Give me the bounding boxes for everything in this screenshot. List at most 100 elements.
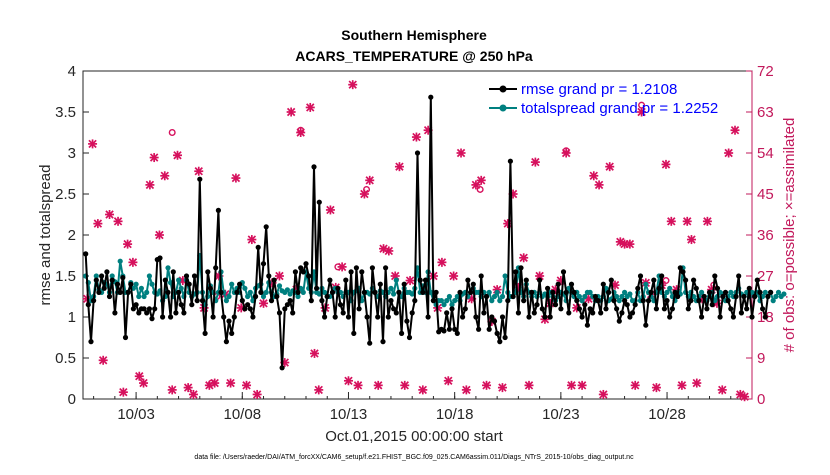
assimilated-obs-marker bbox=[160, 171, 170, 181]
rmse-point bbox=[284, 302, 290, 308]
rmse-point bbox=[178, 302, 184, 308]
totalspread-point bbox=[770, 298, 776, 304]
rmse-point bbox=[99, 273, 105, 279]
rmse-point bbox=[316, 199, 322, 205]
totalspread-point bbox=[284, 287, 290, 293]
assimilated-obs-marker bbox=[411, 132, 421, 142]
rmse-point bbox=[648, 289, 654, 295]
y-right-tick-label: 72 bbox=[757, 63, 774, 80]
totalspread-point bbox=[93, 273, 99, 279]
totalspread-point bbox=[300, 289, 306, 295]
assimilated-obs-marker bbox=[437, 257, 447, 267]
assimilated-obs-marker bbox=[118, 387, 128, 397]
rmse-point bbox=[141, 306, 147, 312]
totalspread-point bbox=[454, 293, 460, 300]
rmse-point bbox=[720, 293, 726, 300]
rmse-point bbox=[542, 314, 548, 320]
rmse-point bbox=[353, 265, 359, 271]
y-right-tick-label: 54 bbox=[757, 145, 774, 162]
chart-title-line2: ACARS_TEMPERATURE @ 250 hPa bbox=[295, 48, 533, 64]
rmse-point bbox=[491, 318, 498, 324]
rmse-point bbox=[494, 330, 500, 336]
rmse-point bbox=[656, 285, 662, 291]
y-right-tick-label: 9 bbox=[757, 350, 765, 367]
rmse-point bbox=[231, 314, 237, 320]
rmse-point bbox=[213, 265, 219, 271]
totalspread-point bbox=[614, 293, 620, 300]
rmse-point bbox=[457, 289, 463, 295]
totalspread-point bbox=[643, 281, 649, 287]
rmse-point bbox=[85, 302, 91, 308]
rmse-point bbox=[568, 281, 575, 287]
rmse-point bbox=[263, 224, 269, 230]
rmse-point bbox=[112, 310, 118, 316]
rmse-point bbox=[250, 314, 256, 320]
rmse-point bbox=[117, 289, 123, 295]
rmse-point bbox=[367, 340, 373, 346]
x-tick-label: 10/03 bbox=[117, 406, 155, 423]
rmse-point bbox=[659, 273, 665, 279]
y-axis-left-label: rmse and totalspread bbox=[37, 165, 54, 306]
rmse-point bbox=[404, 318, 410, 324]
rmse-point bbox=[266, 273, 272, 279]
rmse-point bbox=[425, 314, 431, 320]
assimilated-obs-marker bbox=[519, 253, 529, 263]
rmse-point bbox=[351, 330, 357, 336]
rmse-point bbox=[276, 310, 283, 316]
rmse-point bbox=[199, 298, 206, 304]
rmse-point bbox=[699, 314, 705, 320]
rmse-point bbox=[420, 289, 426, 295]
rmse-point bbox=[545, 285, 551, 291]
rmse-point bbox=[688, 298, 694, 304]
possible-obs-marker bbox=[562, 147, 570, 155]
rmse-point bbox=[579, 314, 585, 320]
totalspread-point bbox=[428, 289, 434, 295]
totalspread-point bbox=[276, 283, 283, 289]
totalspread-point bbox=[178, 285, 184, 291]
rmse-point bbox=[340, 310, 346, 316]
assimilated-obs-marker bbox=[577, 380, 587, 390]
rmse-point bbox=[693, 285, 699, 291]
assimilated-obs-marker bbox=[637, 107, 647, 117]
rmse-point bbox=[574, 298, 580, 304]
totalspread-point bbox=[242, 285, 248, 291]
rmse-point bbox=[377, 281, 383, 287]
assimilated-obs-marker bbox=[598, 389, 608, 399]
rmse-point bbox=[757, 289, 763, 295]
rmse-point bbox=[114, 281, 121, 287]
rmse-point bbox=[587, 306, 593, 312]
assimilated-obs-marker bbox=[123, 239, 133, 249]
assimilated-obs-marker bbox=[418, 385, 428, 395]
rmse-point bbox=[383, 265, 389, 271]
y-axis-right-label: # of obs: o=possible; ×=assimilated bbox=[781, 118, 798, 353]
assimilated-obs-marker bbox=[128, 257, 138, 267]
totalspread-point bbox=[226, 293, 232, 300]
totalspread-point bbox=[587, 289, 593, 295]
y-left-tick-label: 2.5 bbox=[55, 186, 76, 203]
totalspread-point bbox=[109, 273, 115, 279]
totalspread-point bbox=[486, 289, 492, 295]
rmse-point bbox=[526, 314, 532, 320]
rmse-point bbox=[691, 277, 697, 283]
rmse-series bbox=[83, 94, 774, 371]
rmse-point bbox=[186, 281, 192, 287]
y-left-tick-label: 0.5 bbox=[55, 350, 76, 367]
rmse-point bbox=[680, 269, 686, 275]
rmse-point bbox=[176, 289, 182, 295]
x-tick-label: 10/08 bbox=[224, 406, 262, 423]
rmse-point bbox=[566, 310, 572, 316]
rmse-point bbox=[712, 273, 718, 279]
rmse-point bbox=[242, 306, 248, 312]
rmse-point bbox=[606, 289, 612, 295]
assimilated-obs-marker bbox=[226, 378, 236, 388]
x-axis-label: Oct.01,2015 00:00:00 start bbox=[325, 428, 503, 445]
rmse-point bbox=[661, 306, 668, 312]
possible-obs-marker bbox=[207, 379, 215, 387]
x-tick-label: 10/13 bbox=[330, 406, 368, 423]
totalspread-point bbox=[141, 293, 147, 300]
rmse-point bbox=[481, 310, 487, 316]
assimilated-obs-marker bbox=[309, 348, 319, 358]
rmse-point bbox=[191, 273, 198, 279]
rmse-point bbox=[369, 265, 375, 271]
